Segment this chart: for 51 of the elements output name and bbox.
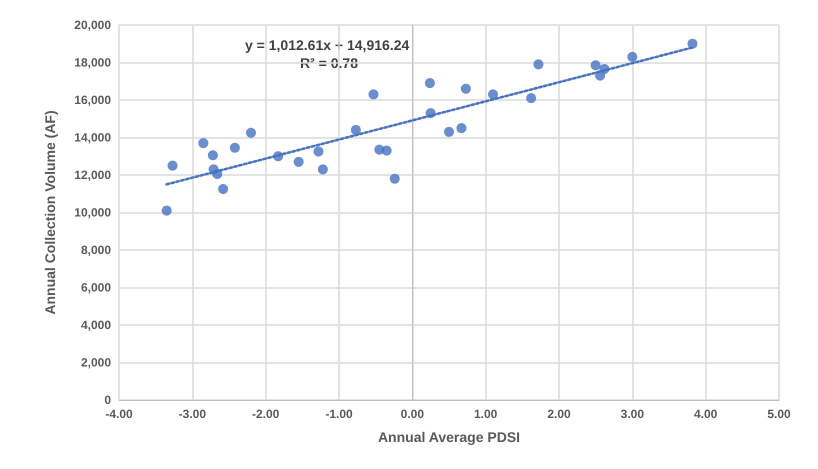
point	[488, 89, 498, 100]
point	[526, 93, 536, 104]
point	[687, 38, 698, 49]
point	[294, 156, 304, 167]
point	[426, 108, 436, 118]
point	[218, 184, 228, 194]
y-tick-label: 4,000	[80, 318, 112, 332]
x-axis-title: Annual Average PDSI	[378, 429, 520, 445]
point	[246, 128, 256, 138]
x-tick-label: -1.00	[325, 407, 353, 421]
point	[313, 146, 324, 157]
x-tick-label: 1.00	[474, 407, 498, 421]
point	[533, 59, 544, 70]
y-axis-title: Annual Collection Volume (AF)	[42, 110, 58, 315]
point	[390, 174, 400, 184]
point	[273, 151, 284, 162]
point	[460, 84, 471, 94]
point	[230, 142, 240, 153]
y-tick-label: 20,000	[74, 18, 112, 32]
x-tick-label: 0.00	[400, 407, 424, 421]
x-tick-label: -3.00	[178, 407, 206, 421]
point	[382, 146, 392, 156]
point	[444, 126, 454, 137]
y-tick-label: 18,000	[74, 56, 112, 70]
point	[424, 78, 435, 88]
y-tick-label: 14,000	[74, 130, 112, 144]
x-tick-label: 2.00	[547, 407, 571, 421]
y-tick-label: 16,000	[74, 93, 112, 107]
x-tick-label: -2.00	[252, 407, 280, 421]
y-tick-label: 6,000	[80, 280, 112, 294]
point	[208, 150, 218, 160]
point	[198, 138, 208, 148]
point	[350, 125, 361, 135]
y-tick-label: 2,000	[80, 356, 112, 370]
point	[599, 64, 610, 74]
x-tick-label: 5.00	[767, 407, 791, 421]
point	[212, 169, 222, 180]
point	[318, 164, 328, 174]
x-tick-label: 3.00	[620, 407, 644, 421]
point	[168, 160, 178, 171]
y-tick-label: 8,000	[80, 243, 112, 257]
y-tick-label: 12,000	[74, 168, 112, 182]
point	[627, 52, 638, 62]
point	[456, 123, 466, 134]
point	[590, 60, 601, 70]
x-tick-label: -4.00	[105, 407, 133, 421]
point	[368, 89, 378, 100]
y-tick-label: 10,000	[74, 206, 112, 220]
point	[162, 206, 172, 216]
x-tick-label: 4.00	[694, 407, 718, 421]
y-tick-label: 0	[104, 393, 112, 407]
